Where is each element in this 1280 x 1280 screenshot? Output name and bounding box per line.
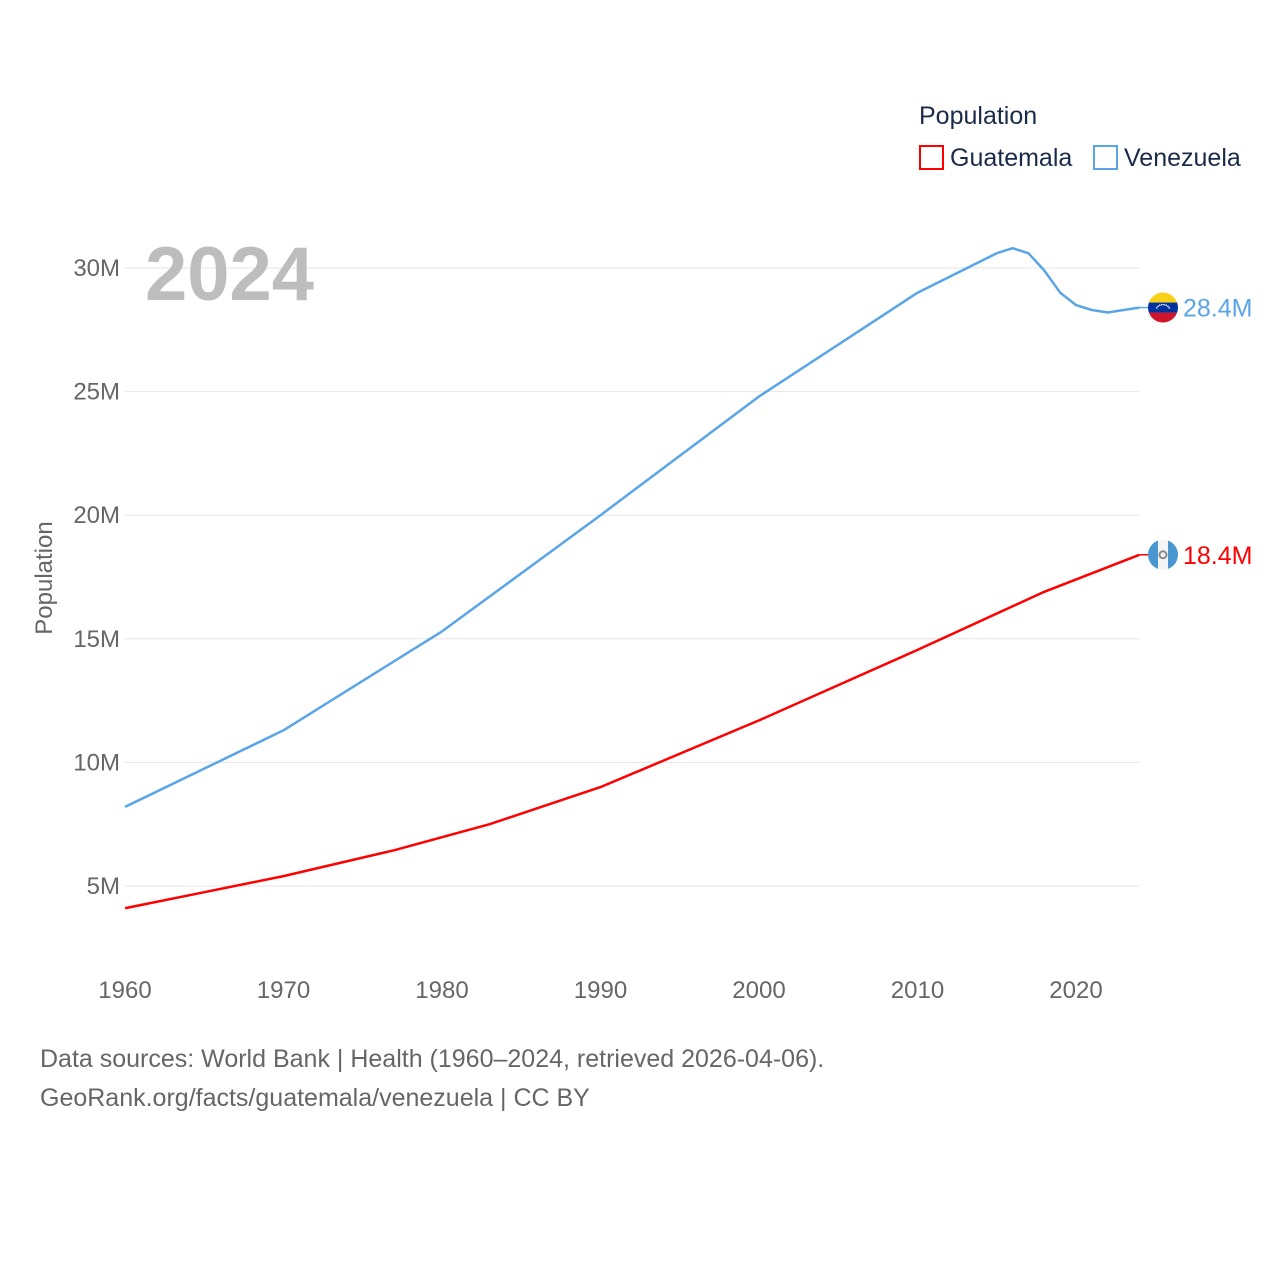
- end-value-label-venezuela: 28.4M: [1183, 295, 1252, 323]
- y-tick-label: 25M: [73, 379, 120, 406]
- legend-label-venezuela[interactable]: Venezuela: [1124, 144, 1241, 172]
- legend-swatch-venezuela[interactable]: [1093, 145, 1118, 170]
- legend-label-guatemala[interactable]: Guatemala: [950, 144, 1072, 172]
- venezuela-flag-icon: [1148, 292, 1178, 323]
- x-tick-label: 1980: [415, 977, 468, 1004]
- year-label: 2024: [145, 232, 314, 317]
- guatemala-flag-icon: [1148, 539, 1178, 570]
- y-tick-label: 15M: [73, 626, 120, 653]
- end-value-label-guatemala: 18.4M: [1183, 542, 1252, 570]
- series-line-venezuela: [124, 246, 1140, 809]
- x-tick-label: 2000: [732, 977, 785, 1004]
- x-tick-label: 2010: [891, 977, 944, 1004]
- y-axis-label: Population: [31, 521, 58, 634]
- x-tick-label: 1960: [98, 977, 151, 1004]
- y-tick-label: 10M: [73, 749, 120, 776]
- legend-title: Population: [919, 102, 1037, 130]
- series-line-guatemala: [124, 553, 1140, 910]
- y-tick-label: 20M: [73, 502, 120, 529]
- legend: Population Guatemala Venezuela: [919, 102, 1241, 172]
- x-tick-label: 2020: [1049, 977, 1102, 1004]
- footer-sources: Data sources: World Bank | Health (1960–…: [40, 1045, 825, 1073]
- y-tick-label: 30M: [73, 255, 120, 282]
- x-tick-label: 1970: [257, 977, 310, 1004]
- legend-swatch-guatemala[interactable]: [919, 145, 944, 170]
- y-tick-label: 5M: [87, 873, 120, 900]
- x-tick-label: 1990: [574, 977, 627, 1004]
- footer-link[interactable]: GeoRank.org/facts/guatemala/venezuela | …: [40, 1084, 590, 1112]
